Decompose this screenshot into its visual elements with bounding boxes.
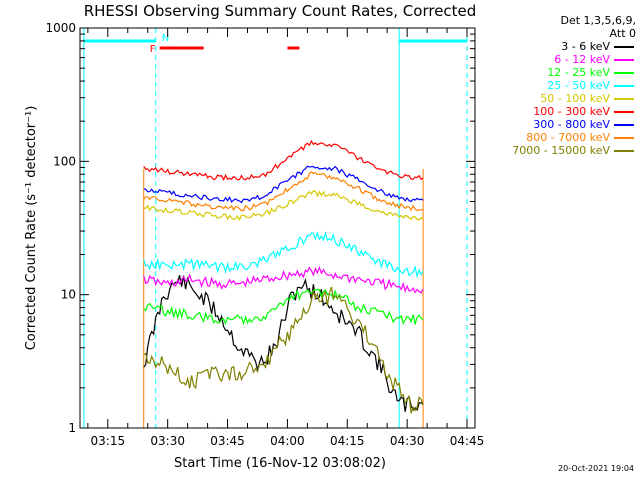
series-line [143, 274, 424, 412]
legend-swatch [614, 150, 634, 152]
plot-area: FN [83, 28, 468, 428]
legend-label: 12 - 25 keV [547, 66, 610, 79]
series-line [143, 231, 424, 279]
y-axis-label: Corrected Count Rate (s⁻¹ detector⁻¹) [24, 106, 39, 351]
y-tick-label: 1 [68, 421, 76, 435]
legend-swatch [614, 72, 634, 74]
legend-item: 7000 - 15000 keV [480, 144, 636, 157]
legend-item: 6 - 12 keV [480, 53, 636, 66]
series-line [143, 165, 424, 204]
legend-swatch [614, 98, 634, 100]
legend-item: 12 - 25 keV [480, 66, 636, 79]
series-line [143, 286, 424, 414]
plot-frame [79, 27, 476, 429]
legend: Det 1,3,5,6,9, Att 0 3 - 6 keV 6 - 12 keV… [480, 14, 636, 157]
y-tick-label: 100 [53, 154, 76, 168]
legend-item: 25 - 50 keV [480, 79, 636, 92]
chart-title: RHESSI Observing Summary Count Rates, Co… [84, 2, 477, 20]
legend-swatch [614, 137, 634, 139]
y-tick-label: 1000 [45, 21, 76, 35]
legend-swatch [614, 59, 634, 61]
legend-attenuator: Att 0 [609, 27, 636, 40]
legend-swatch [614, 124, 634, 126]
x-tick-label: 03:45 [210, 434, 245, 448]
flag-F-label: F [150, 44, 156, 55]
series-line [143, 139, 424, 182]
legend-label: 50 - 100 keV [540, 92, 610, 105]
legend-item: 100 - 300 keV [480, 105, 636, 118]
legend-label: 7000 - 15000 keV [512, 144, 610, 157]
legend-swatch [614, 46, 634, 48]
x-tick-label: 04:45 [450, 434, 485, 448]
legend-item: 300 - 800 keV [480, 118, 636, 131]
flag-N-label: N [162, 33, 169, 44]
legend-item: 50 - 100 keV [480, 92, 636, 105]
series-line [143, 265, 424, 294]
legend-item: 3 - 6 keV [480, 40, 636, 53]
legend-label: 800 - 7000 keV [526, 131, 610, 144]
axes: 1 10 100 1000 03:15 03:30 03:45 04:00 04:15 04:30… [45, 21, 484, 448]
footer-date: 20-Oct-2021 19:04 [558, 464, 634, 473]
legend-label: 3 - 6 keV [561, 40, 610, 53]
legend-label: 300 - 800 keV [533, 118, 610, 131]
legend-swatch [614, 85, 634, 87]
legend-label: 6 - 12 keV [554, 53, 610, 66]
series-line [143, 288, 424, 326]
x-tick-label: 04:15 [330, 434, 365, 448]
series-line [143, 171, 424, 212]
legend-item: 800 - 7000 keV [480, 131, 636, 144]
x-tick-label: 04:00 [270, 434, 305, 448]
x-tick-label: 03:30 [150, 434, 185, 448]
y-tick-label: 10 [61, 288, 76, 302]
legend-label: 25 - 50 keV [547, 79, 610, 92]
legend-swatch [614, 111, 634, 113]
legend-label: 100 - 300 keV [533, 105, 610, 118]
series-line [143, 190, 424, 222]
x-axis-label: Start Time (16-Nov-12 03:08:02) [174, 456, 386, 471]
legend-detectors: Det 1,3,5,6,9, [560, 14, 636, 27]
x-tick-label: 03:15 [91, 434, 126, 448]
x-tick-label: 04:30 [390, 434, 425, 448]
